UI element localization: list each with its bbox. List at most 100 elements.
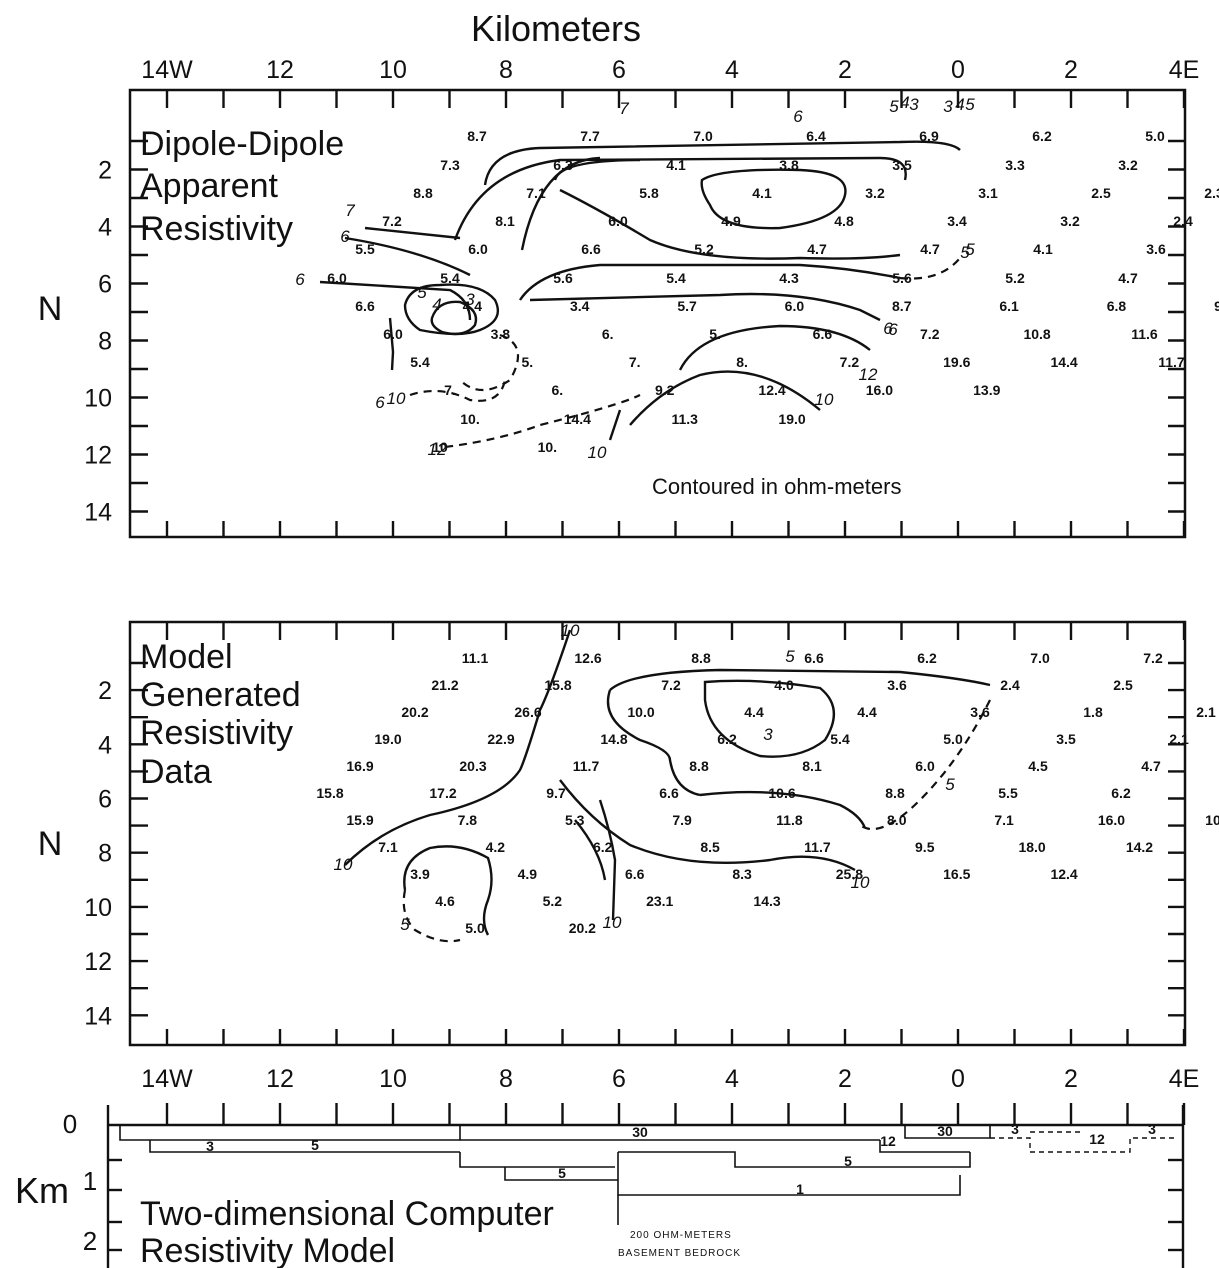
top-x-tick-labels: 14W 12 10 8 6 4 2 0 2 4E [141,56,1199,84]
resistivity-value: 4.9 [721,213,741,229]
resistivity-value: 4.0 [774,677,794,693]
contour-label: 6 [295,270,305,289]
contour-label: 5 [960,243,970,262]
depth-tick-label: 2 [98,677,112,705]
contour-label: 4 [900,93,909,112]
resistivity-value: 4.9 [518,866,538,882]
panel-frame [128,620,1187,1047]
contour-label: 4 [955,95,964,114]
resistivity-value: 7.8 [458,812,478,828]
resistivity-value: 20.3 [459,758,486,774]
resistivity-value: 7.0 [693,128,713,144]
contour-label: 5 [945,775,955,794]
resistivity-value: 2.5 [1113,677,1133,693]
resistivity-value: 6.6 [804,650,824,666]
contour-label: 6 [340,227,350,246]
contour-label: 10 [815,390,834,409]
resistivity-value: 10.7 [1205,812,1219,828]
section-block-values: 3 5 30 12 30 3 12 3 5 5 1 [206,1121,1156,1197]
resistivity-value: 3.4 [947,213,967,229]
depth-tick-label: 12 [84,442,112,470]
block-resistivity: 3 [1011,1121,1019,1137]
resistivity-value: 11.8 [776,812,803,828]
resistivity-value: 7.2 [840,354,860,370]
resistivity-value: 3.5 [1056,731,1076,747]
contour-label: 12 [859,365,878,384]
bottom-x-tick-labels: 14W 12 10 8 6 4 2 0 2 4E [141,1065,1199,1093]
resistivity-value: 11.3 [671,411,698,427]
depth-tick-label: 4 [98,214,112,242]
contour-labels: 10 5 3 5 10 10 10 5 [334,621,956,934]
resistivity-value: 3.2 [1060,213,1080,229]
block-resistivity: 12 [1089,1131,1105,1147]
block-resistivity: 5 [844,1153,852,1169]
depth-tick-labels: 2 4 6 8 10 12 14 [84,157,112,527]
resistivity-value: 7. [444,382,456,398]
model-resistivity-values: 11.112.68.86.66.27.07.28.56.09.314.921.2… [316,650,1219,936]
contour-label: 5 [400,915,410,934]
contour-label: 7 [619,99,629,118]
x-tick-label: 14W [141,1065,193,1093]
resistivity-value: 17.2 [429,785,456,801]
x-tick-label: 4E [1169,1065,1200,1093]
contour-label: 10 [851,873,870,892]
depth-tick-2: 2 [83,1226,97,1256]
resistivity-value: 4.7 [920,241,940,257]
resistivity-value: 11.7 [573,758,600,774]
resistivity-value: 15.8 [316,785,343,801]
resistivity-value: 10. [538,439,557,455]
resistivity-value: 9.0 [1214,298,1219,314]
resistivity-value: 5. [709,326,721,342]
contour-label: 10 [387,389,406,408]
contour-label: 3 [465,290,475,309]
resistivity-value: 14.3 [753,893,780,909]
resistivity-value: 5.2 [1005,270,1025,286]
resistivity-value: 3.6 [1146,241,1166,257]
contour-label: 6 [375,393,385,412]
resistivity-value: 8.1 [802,758,822,774]
block-resistivity: 3 [206,1138,214,1154]
resistivity-value: 4.8 [834,213,854,229]
resistivity-value: 16.5 [943,866,970,882]
depth-tick-labels: 2 4 6 8 10 12 14 [84,677,112,1030]
depth-tick-0: 0 [63,1109,77,1139]
contour-label: 10 [603,913,622,932]
resistivity-value: 7. [629,354,641,370]
depth-tick-label: 6 [98,786,112,814]
contour-label: 5 [417,283,427,302]
resistivity-value: 6.9 [919,128,939,144]
resistivity-value: 7.1 [378,839,398,855]
resistivity-value: 6.2 [1032,128,1052,144]
resistivity-value: 10 [432,439,448,455]
resistivity-value: 3.8 [779,157,799,173]
resistivity-value: 4.4 [744,704,764,720]
resistivity-value: 4.1 [1033,241,1053,257]
resistivity-value: 10.6 [768,785,795,801]
resistivity-value: 2.3 [1204,185,1219,201]
x-tick-label: 0 [951,56,965,84]
resistivity-value: 4.1 [666,157,686,173]
basement-line-1: 200 OHM-METERS [630,1230,732,1241]
resistivity-value: 7.2 [1143,650,1163,666]
contour-label: 5 [889,97,899,116]
panel-title-line-2: Apparent [140,167,279,205]
block-resistivity: 12 [880,1133,896,1149]
depth-tick-label: 10 [84,385,112,413]
resistivity-value: 12.4 [1050,866,1077,882]
resistivity-value: 9.5 [915,839,935,855]
resistivity-value: 2.1 [1196,704,1216,720]
contour-label: 3 [943,97,953,116]
x-tick-label: 14W [141,56,193,84]
contour-label: 3 [909,95,919,114]
block-resistivity: 30 [937,1123,953,1139]
section-ticks [108,1103,1186,1252]
resistivity-value: 6.8 [1107,298,1127,314]
resistivity-value: 6.2 [917,650,937,666]
resistivity-value: 8.0 [887,812,907,828]
resistivity-value: 1.8 [1083,704,1103,720]
block-resistivity: 5 [311,1137,319,1153]
x-tick-label: 8 [499,56,513,84]
resistivity-value: 5.4 [440,270,460,286]
